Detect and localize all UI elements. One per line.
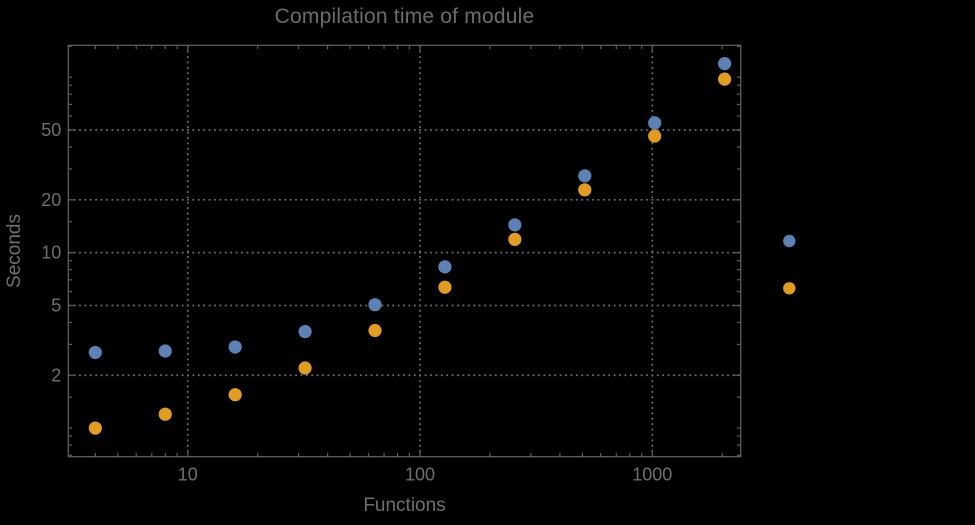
data-point-series-1 (368, 298, 382, 312)
legend-marker-series-1 (783, 234, 796, 248)
x-tick-label: 1000 (632, 465, 672, 485)
data-point-series-2 (158, 407, 172, 421)
data-point-series-1 (578, 169, 592, 183)
data-point-series-2 (368, 323, 382, 338)
data-point-series-1 (298, 324, 312, 339)
y-tick-label: 20 (41, 190, 61, 210)
data-point-series-1 (158, 344, 172, 358)
chart-title: Compilation time of module (274, 5, 535, 28)
y-tick-label: 2 (51, 365, 61, 385)
data-point-series-2 (648, 129, 662, 143)
y-axis-label: Seconds (4, 214, 25, 288)
data-point-series-1 (648, 116, 662, 130)
data-point-series-2 (718, 72, 732, 86)
data-point-series-1 (508, 218, 522, 232)
data-point-series-2 (298, 361, 312, 375)
y-tick-label: 10 (41, 243, 61, 263)
data-point-series-1 (438, 260, 452, 274)
plot-frame (67, 44, 742, 458)
x-tick-label: 100 (405, 465, 435, 485)
data-point-series-2 (438, 280, 452, 294)
data-point-series-1 (718, 57, 732, 71)
x-tick-label: 10 (178, 465, 198, 485)
data-point-series-1 (88, 345, 102, 360)
y-tick-label: 5 (51, 295, 61, 315)
data-point-series-1 (228, 340, 242, 354)
data-point-series-2 (88, 421, 102, 435)
legend-marker-series-2 (783, 282, 796, 295)
x-axis-label: Functions (363, 495, 446, 516)
data-point-series-2 (228, 388, 242, 402)
y-tick-label: 50 (41, 120, 61, 140)
data-point-series-2 (578, 183, 592, 197)
data-point-series-2 (508, 232, 522, 246)
